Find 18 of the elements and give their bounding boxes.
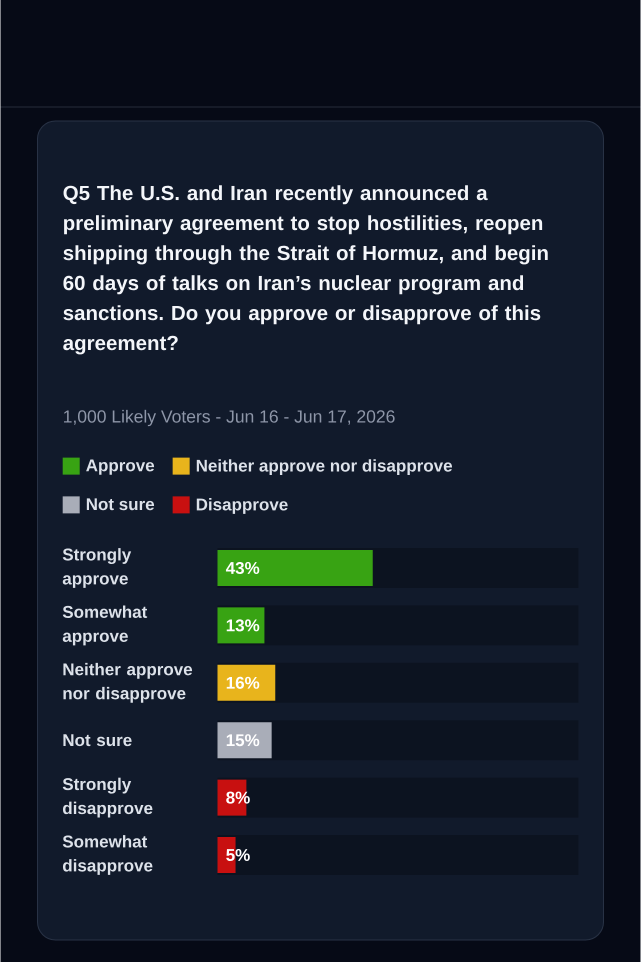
data-label: 13% (226, 619, 260, 632)
y-tick-label: Somewhat disapprove (62, 835, 152, 875)
data-label: 43% (226, 562, 260, 574)
bar (218, 722, 272, 758)
y-tick-label: Not sure (63, 734, 132, 746)
y-tick-label: Neither approve nor disapprove (63, 662, 192, 703)
bar (218, 607, 264, 644)
legend-label: Disapprove (196, 498, 288, 514)
legend-label: Approve (86, 460, 154, 475)
chart-subtitle: 1,000 Likely Voters - Jun 16 - Jun 17, 2026 (64, 410, 395, 426)
data-label: 16% (226, 676, 260, 689)
data-label: 15% (226, 734, 260, 746)
legend-label: Neither approve nor disapprove (196, 459, 452, 476)
chart-title: Q5 The U.S. and Iran recently announced a preliminary agreement to stop hostilities, reopen shipping through the Strait of Hormuz, and begin 60 days of talks on Iran’s nuclear program and sanctions. Do you approve or disapprove of this agreement? (63, 185, 548, 354)
y-tick-label: Strongly disapprove (62, 778, 152, 818)
y-tick-label: Somewhat approve (62, 605, 148, 646)
bar (218, 664, 276, 701)
y-tick-label: Strongly approve (62, 548, 132, 588)
